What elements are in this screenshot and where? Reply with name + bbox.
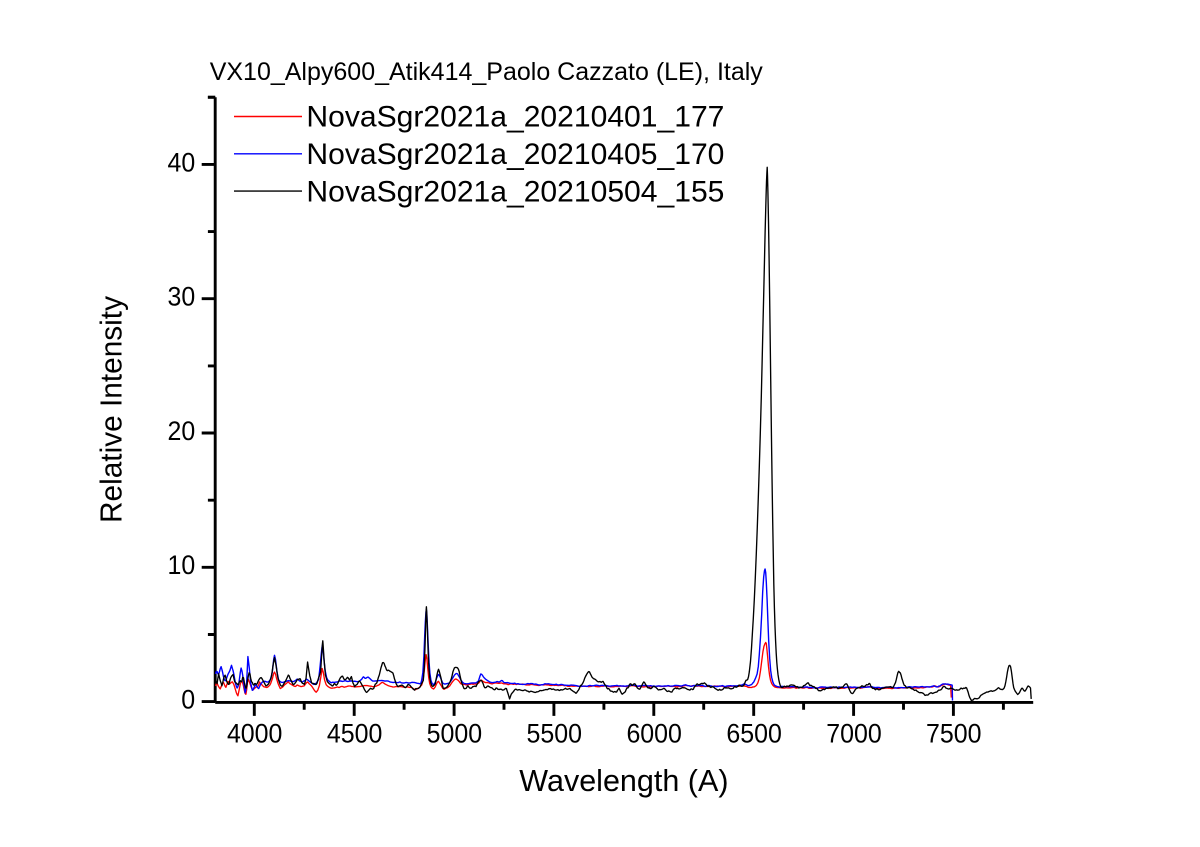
svg-text:NovaSgr2021a_20210401_177: NovaSgr2021a_20210401_177 <box>306 101 724 134</box>
svg-text:6000: 6000 <box>626 718 682 748</box>
svg-text:Wavelength (A): Wavelength (A) <box>519 763 728 798</box>
svg-text:4500: 4500 <box>327 718 383 748</box>
svg-text:6500: 6500 <box>726 718 782 748</box>
svg-text:30: 30 <box>168 282 196 312</box>
svg-text:VX10_Alpy600_Atik414_Paolo Caz: VX10_Alpy600_Atik414_Paolo Cazzato (LE),… <box>210 58 764 86</box>
svg-text:NovaSgr2021a_20210504_155: NovaSgr2021a_20210504_155 <box>306 175 724 208</box>
svg-text:40: 40 <box>168 147 196 177</box>
svg-text:10: 10 <box>168 550 196 580</box>
svg-text:5000: 5000 <box>427 718 483 748</box>
svg-text:NovaSgr2021a_20210405_170: NovaSgr2021a_20210405_170 <box>306 138 724 171</box>
svg-text:7500: 7500 <box>926 718 982 748</box>
svg-text:20: 20 <box>168 416 196 446</box>
svg-text:Relative Intensity: Relative Intensity <box>93 296 128 523</box>
svg-text:5500: 5500 <box>527 718 583 748</box>
svg-text:4000: 4000 <box>227 718 283 748</box>
svg-text:7000: 7000 <box>826 718 882 748</box>
svg-text:0: 0 <box>181 685 195 715</box>
